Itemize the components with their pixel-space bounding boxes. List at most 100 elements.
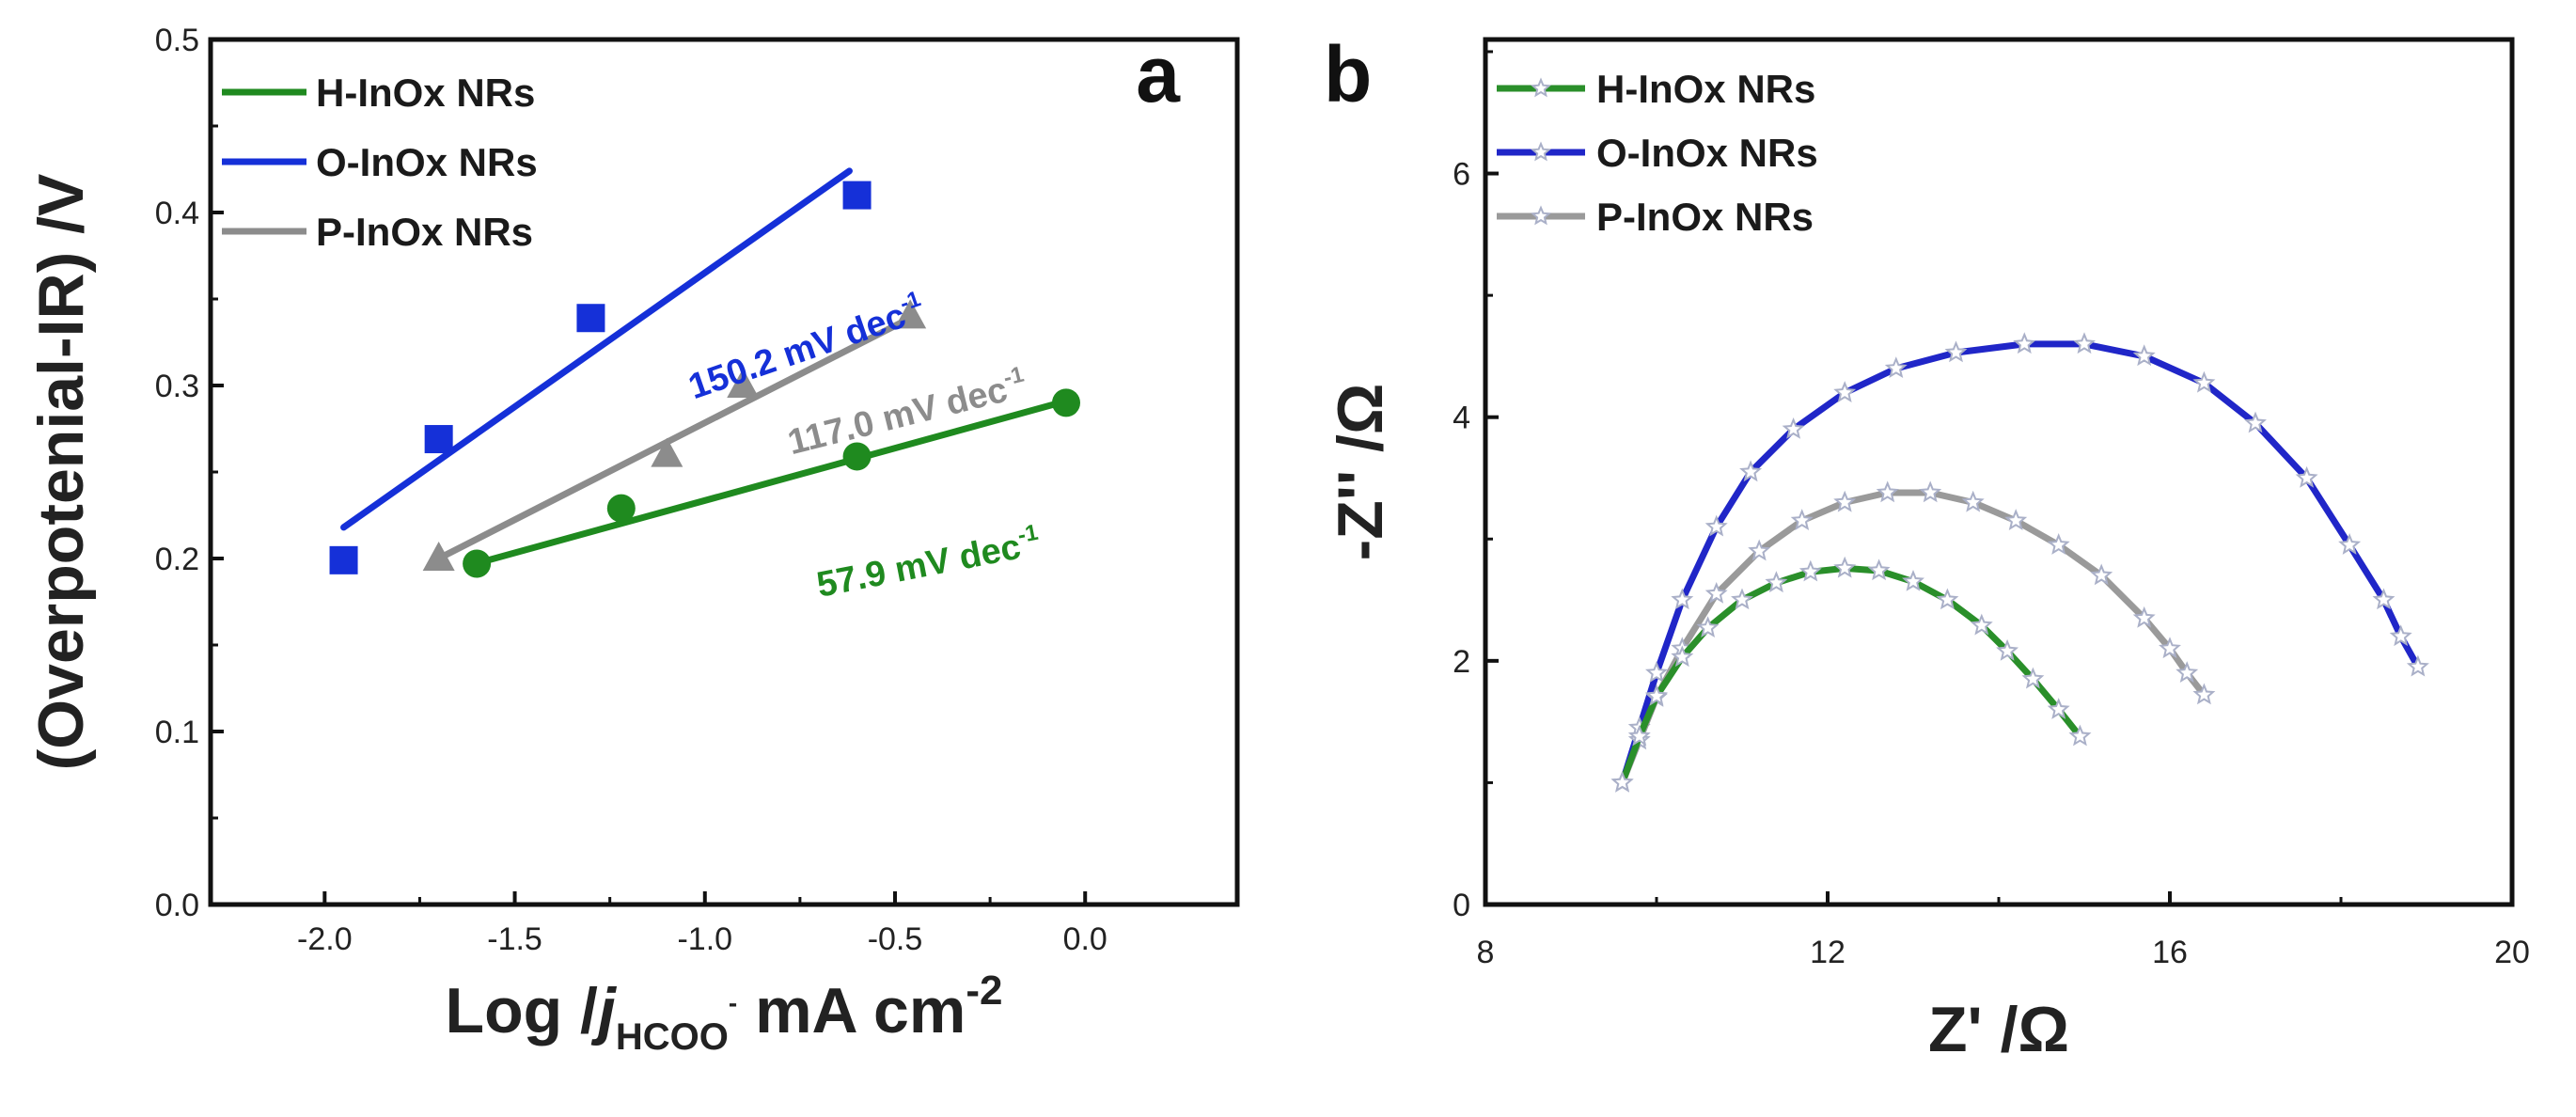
x-axis-label-a: Log /jHCOO- mA cm-2 <box>446 968 1003 1058</box>
data-point-h <box>1833 556 1857 578</box>
x-tick-label-b: 16 <box>2152 935 2188 970</box>
x-tick-label-b: 20 <box>2494 935 2530 970</box>
x-tick-label-a: 0.0 <box>1063 921 1107 957</box>
y-tick-label-a: 0.4 <box>155 196 199 231</box>
data-point-h <box>1996 638 2019 661</box>
data-point-o <box>1645 661 1668 684</box>
data-point-h <box>1867 558 1891 581</box>
slope-label-o: 150.2 mV dec-1 <box>683 286 930 407</box>
panel-label-a: a <box>1136 30 1181 118</box>
y-tick-label-b: 0 <box>1453 888 1470 923</box>
x-axis-label-b: Z' /Ω <box>1928 994 2069 1065</box>
panel-a: -2.0 -1.5 -1.0 -0.5 0.0 0.0 0.1 0.2 0.3 0.4 0.5 H… <box>25 23 1240 1058</box>
fit-line-h <box>465 398 1070 569</box>
data-point-o <box>2406 654 2429 677</box>
data-point-h <box>1731 588 1753 610</box>
data-point-o <box>2244 411 2267 433</box>
legend-label-o: O-InOx NRs <box>316 140 538 184</box>
slope-text-h: 57.9 mV dec <box>813 527 1024 606</box>
data-point-o <box>329 545 358 574</box>
data-point-h <box>1936 588 1959 610</box>
data-point-o <box>1704 514 1728 537</box>
data-point-p <box>1833 490 1857 512</box>
x-label-a-sub-sup: - <box>729 988 737 1017</box>
data-point-o <box>2192 370 2216 393</box>
x-tick-label-a: -0.5 <box>868 921 923 957</box>
data-point-h <box>1765 571 1788 593</box>
data-point-h <box>1671 645 1694 668</box>
x-label-a-pre: Log / <box>446 975 599 1046</box>
panel-b: 8 12 16 20 0 2 4 6 H-InOx NRs O-InOx NRs P-InOx … <box>1324 30 2530 1065</box>
data-point-p <box>1876 480 1899 503</box>
slope-label-h: 57.9 mV dec-1 <box>813 520 1044 606</box>
data-point-h <box>1970 613 1993 636</box>
data-point-o <box>2389 624 2412 647</box>
x-label-a-post: mA cm <box>737 975 966 1046</box>
legend-marker-b-p <box>1530 205 1552 226</box>
data-point-h <box>2021 667 2045 689</box>
data-point-p <box>2132 606 2156 628</box>
data-point-p <box>1704 581 1728 604</box>
data-point-h <box>1798 559 1822 582</box>
data-point-o <box>576 304 605 333</box>
data-point-o <box>424 425 453 454</box>
x-tick-label-a: -2.0 <box>297 921 353 957</box>
legend-label-b-o: O-InOx NRs <box>1596 131 1818 175</box>
data-point-o <box>1739 460 1763 482</box>
data-point-o <box>1782 417 1805 439</box>
y-tick-label-a: 0.3 <box>155 369 199 404</box>
data-point-p <box>727 369 760 398</box>
fit-line-o <box>340 167 853 531</box>
data-point-p <box>2047 533 2070 555</box>
legend-label-h: H-InOx NRs <box>316 71 535 115</box>
data-point-h <box>463 549 492 578</box>
data-point-o <box>2372 588 2395 610</box>
data-point-h <box>842 442 872 471</box>
legend-marker-b-h <box>1530 77 1552 98</box>
x-label-a-sub: HCOO <box>616 1016 729 1058</box>
data-point-o <box>2073 332 2096 354</box>
data-point-o <box>1671 588 1694 610</box>
data-point-p <box>2192 683 2216 705</box>
y-tick-label-b: 6 <box>1453 157 1470 193</box>
data-point-o <box>1944 340 1968 363</box>
data-point-p <box>1919 480 1942 503</box>
x-tick-label-a: -1.0 <box>677 921 732 957</box>
nyquist-line-h <box>1619 564 2083 784</box>
x-tick-label-b: 12 <box>1810 935 1846 970</box>
nyquist-line-o <box>1619 340 2421 784</box>
data-point-o <box>2013 332 2036 354</box>
data-point-h <box>1610 770 1634 793</box>
y-tick-label-a: 0.5 <box>155 23 199 58</box>
x-tick-label-b: 8 <box>1477 935 1495 970</box>
data-point-p <box>1748 539 1771 561</box>
legend-label-p: P-InOx NRs <box>316 210 533 254</box>
y-tick-label-b: 2 <box>1453 644 1470 680</box>
data-point-o <box>842 181 872 210</box>
slope-sup-h: -1 <box>1015 520 1040 549</box>
data-point-o <box>2295 465 2318 488</box>
y-tick-label-a: 0.1 <box>155 715 199 750</box>
data-point-p <box>422 542 455 571</box>
legend-label-b-p: P-InOx NRs <box>1596 195 1814 239</box>
fit-line-p <box>435 314 914 562</box>
slope-text-o: 150.2 mV dec <box>683 296 910 407</box>
data-point-o <box>1833 381 1857 403</box>
x-tick-label-a: -1.5 <box>487 921 542 957</box>
y-axis-label-a: (Overpotenial-IR) /V <box>25 174 97 771</box>
y-axis-label-b: -Z'' /Ω <box>1325 384 1396 561</box>
data-point-p <box>2175 661 2199 684</box>
data-point-p <box>1790 509 1814 531</box>
y-tick-label-a: 0.0 <box>155 888 199 923</box>
data-point-h <box>1627 724 1651 747</box>
legend-label-b-h: H-InOx NRs <box>1596 67 1815 111</box>
data-point-p <box>894 299 927 329</box>
data-point-h <box>2068 724 2092 747</box>
data-point-p <box>2159 637 2181 659</box>
data-point-h <box>1902 569 1924 591</box>
panel-label-b: b <box>1324 30 1372 118</box>
data-point-h <box>1645 684 1668 706</box>
data-point-h <box>1696 616 1720 637</box>
data-point-o <box>1884 356 1908 378</box>
